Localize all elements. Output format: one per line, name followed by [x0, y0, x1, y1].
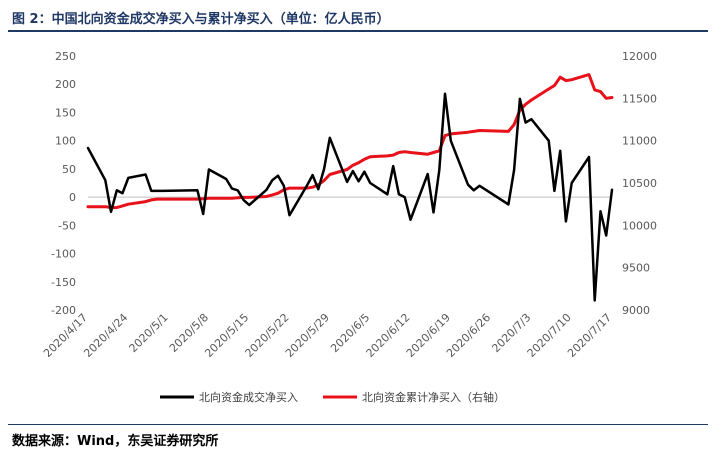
legend-item-net-buy-label: 北向资金成交净买入 [199, 390, 298, 404]
y-left-tick-label: 100 [55, 135, 76, 148]
y-left-tick-label: -100 [51, 248, 76, 261]
y-right-tick-label: 11500 [622, 92, 657, 105]
legend-item-cumulative-label: 北向资金累计净买入（右轴） [362, 390, 505, 404]
line-chart: 250 200 150 100 50 0 -50 -100 -150 -200 12000 11500… [41, 50, 657, 404]
source-note: 数据来源：Wind，东吴证券研究所 [12, 434, 219, 449]
chart-title: 图 2：中国北向资金成交净买入与累计净买入（单位：亿人民币） [12, 12, 390, 27]
y-right-tick-label: 11000 [622, 135, 657, 148]
y-right-tick-label: 9000 [622, 304, 650, 317]
series-line-net-buy [86, 92, 614, 302]
y-left-tick-label: -50 [58, 219, 76, 232]
y-right-tick-label: 12000 [622, 50, 657, 63]
x-tick-label: 2020/5/1 [127, 311, 171, 355]
x-tick-label: 2020/6/26 [444, 311, 493, 360]
x-tick-label: 2020/4/24 [81, 311, 130, 360]
y-left-tick-label: -200 [51, 304, 76, 317]
y-right-tick-label: 9500 [622, 262, 650, 275]
chart-lines [86, 73, 614, 302]
y-left-tick-label: 0 [69, 191, 76, 204]
y-left-tick-label: 50 [62, 163, 76, 176]
y-left-tick-label: 150 [55, 106, 76, 119]
series-line-cumulative [86, 73, 614, 210]
source-rule [8, 424, 708, 425]
y-left-tick-label: 250 [55, 50, 76, 63]
title-rule [8, 30, 708, 32]
y-left-tick-label: -150 [51, 276, 76, 289]
y-right-tick-label: 10000 [622, 219, 657, 232]
y-right-tick-label: 10500 [622, 177, 657, 190]
y-left-tick-label: 200 [55, 78, 76, 91]
x-tick-label: 2020/7/17 [565, 311, 614, 360]
chart-legend: 北向资金成交净买入 北向资金累计净买入（右轴） [160, 390, 505, 404]
x-tick-label: 2020/5/29 [283, 311, 332, 360]
